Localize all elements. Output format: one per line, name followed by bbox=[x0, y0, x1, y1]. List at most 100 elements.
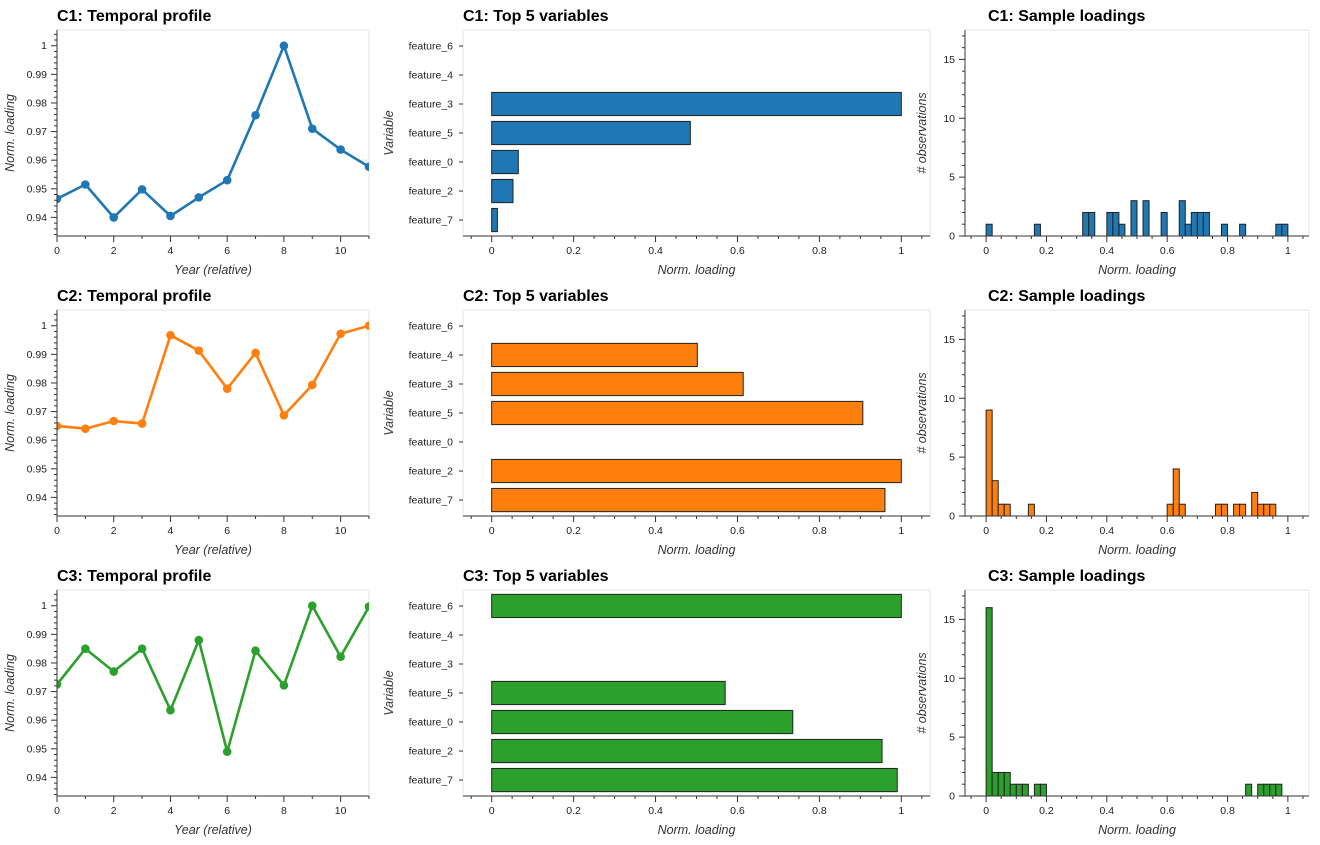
c3-temporal-ylabel: Norm. loading bbox=[3, 654, 17, 732]
c3-top-xtick-label: 0 bbox=[489, 805, 495, 817]
c1-temporal-xlabel: Year (relative) bbox=[174, 263, 252, 277]
c1-temporal-xtick-label: 8 bbox=[281, 245, 287, 257]
c3-top-category-label: feature_2 bbox=[409, 746, 454, 758]
c1-hist-bin-1 bbox=[1033, 223, 1041, 237]
c3-top-xlabel: Norm. loading bbox=[658, 823, 736, 837]
c2-hist-xtick-label: 0.8 bbox=[1220, 525, 1235, 537]
c3-hist-bin-7 bbox=[1033, 783, 1041, 797]
c1-top-xtick-label: 0 bbox=[489, 245, 495, 257]
c1-top-title: C1: Top 5 variables bbox=[463, 8, 609, 25]
c2-hist-bin-8 bbox=[1214, 503, 1222, 517]
c3-hist-bin-9 bbox=[1245, 783, 1253, 797]
c3-hist-bin-12 bbox=[1269, 783, 1277, 797]
c3-top-category-label: feature_6 bbox=[409, 600, 454, 612]
c3-top-bar-feature_0 bbox=[491, 709, 794, 735]
c3-hist-xtick-label: 0.2 bbox=[1039, 805, 1054, 817]
c1-temporal-point-1 bbox=[81, 180, 90, 189]
c1-hist-bin-13 bbox=[1196, 211, 1204, 237]
c3-temporal-point-5 bbox=[194, 635, 204, 645]
c1-temporal-ytick-label: 0.98 bbox=[27, 97, 48, 109]
c2-temporal-point-6 bbox=[222, 384, 232, 393]
c2-temporal-point-3 bbox=[137, 419, 147, 428]
c1-hist-ylabel: # observations bbox=[915, 92, 929, 173]
c3-hist-bin-11 bbox=[1263, 783, 1271, 797]
c1-temporal-point-8 bbox=[279, 41, 289, 51]
c1-temporal-series-line bbox=[57, 44, 369, 219]
c2-temporal-frame bbox=[56, 309, 370, 517]
c3-top-xtick-label: 0.4 bbox=[648, 805, 663, 817]
c3-hist-xtick-label: 1 bbox=[1285, 805, 1291, 817]
c2-hist-bin-1 bbox=[991, 480, 999, 517]
c2-top-title: C2: Top 5 variables bbox=[463, 288, 609, 305]
c2-hist-xlabel: Norm. loading bbox=[1098, 543, 1176, 557]
c1-hist-ytick-label: 15 bbox=[943, 54, 955, 66]
c2-top-category-label: feature_2 bbox=[409, 466, 454, 478]
c3-hist-bin-0 bbox=[985, 607, 993, 797]
c1-top-bar-feature_0 bbox=[491, 149, 519, 175]
c3-temporal-ytick-label: 0.95 bbox=[27, 743, 48, 755]
c1-temporal-point-9 bbox=[307, 124, 317, 134]
c3-top-xtick-label: 0.2 bbox=[566, 805, 581, 817]
c2-hist-ytick-label: 5 bbox=[949, 452, 955, 464]
c1-hist-bin-11 bbox=[1184, 223, 1192, 237]
c2-top-category-label: feature_7 bbox=[409, 495, 454, 507]
c2-temporal-point-5 bbox=[194, 346, 204, 355]
c1-hist-bin-15 bbox=[1220, 223, 1229, 237]
c2-hist-xtick-label: 1 bbox=[1285, 525, 1291, 537]
c2-temporal-ytick-label: 0.94 bbox=[27, 492, 48, 504]
c3-hist-ytick-label: 15 bbox=[943, 614, 955, 626]
c2-hist-bin-2 bbox=[997, 503, 1005, 517]
c2-top-xtick-label: 0.2 bbox=[566, 525, 581, 537]
c2-hist-bin-7 bbox=[1178, 503, 1186, 517]
c2-hist-title: C2: Sample loadings bbox=[988, 288, 1145, 305]
c3-hist-bin-5 bbox=[1015, 783, 1023, 797]
c3-top-category-label: feature_4 bbox=[409, 629, 454, 641]
c2-top-bar-feature_7 bbox=[491, 487, 886, 513]
c2-temporal-ytick-label: 0.96 bbox=[27, 435, 48, 447]
c1-hist-bin-4 bbox=[1106, 211, 1114, 237]
c2-temporal-point-2 bbox=[109, 416, 119, 426]
c1-temporal-panel: C1: Temporal profile 0 2 4 6 8 10 0.94 0.95 0.96 0… bbox=[3, 8, 370, 277]
c2-top-xtick-label: 0.4 bbox=[648, 525, 663, 537]
c3-top-bar-feature_6 bbox=[491, 593, 902, 619]
c1-top-bar-feature_3 bbox=[491, 91, 902, 117]
c1-hist-bin-17 bbox=[1275, 223, 1283, 237]
c3-temporal-ytick-label: 0.99 bbox=[27, 629, 48, 641]
c2-top-xlabel: Norm. loading bbox=[658, 543, 736, 557]
c1-temporal-ylabel: Norm. loading bbox=[3, 94, 17, 172]
c3-temporal-xtick-label: 8 bbox=[281, 805, 287, 817]
c3-hist-bin-6 bbox=[1021, 783, 1029, 797]
c3-temporal-point-6 bbox=[222, 747, 232, 756]
c2-hist-bin-12 bbox=[1251, 491, 1259, 517]
c3-top-xtick-label: 0.8 bbox=[812, 805, 827, 817]
c1-hist-bin-0 bbox=[985, 223, 993, 237]
c3-temporal-point-10 bbox=[336, 652, 345, 661]
c1-top-xtick-label: 1 bbox=[898, 245, 904, 257]
c3-top-category-label: feature_7 bbox=[409, 775, 454, 787]
c3-temporal-ytick-label: 0.97 bbox=[27, 686, 48, 698]
c1-top-xtick-label: 0.6 bbox=[730, 245, 745, 257]
c2-temporal-xtick-label: 6 bbox=[224, 525, 230, 537]
c1-temporal-xtick-label: 2 bbox=[111, 245, 117, 257]
c1-hist-xtick-label: 0.6 bbox=[1160, 245, 1175, 257]
c1-top-xtick-label: 0.4 bbox=[648, 245, 663, 257]
c1-hist-xtick-label: 0.8 bbox=[1220, 245, 1235, 257]
c2-temporal-xtick-label: 2 bbox=[111, 525, 117, 537]
c1-temporal-point-11 bbox=[364, 162, 369, 172]
c2-temporal-ytick-label: 0.98 bbox=[27, 377, 48, 389]
c2-temporal-ylabel: Norm. loading bbox=[3, 374, 17, 452]
c3-temporal-ytick-label: 0.94 bbox=[27, 772, 48, 784]
c1-top-category-label: feature_2 bbox=[409, 186, 454, 198]
c1-top-bar-feature_5 bbox=[491, 120, 691, 146]
c3-hist-ylabel: # observations bbox=[915, 652, 929, 733]
c1-hist-xtick-label: 0 bbox=[983, 245, 989, 257]
c1-temporal-point-7 bbox=[251, 110, 260, 120]
c1-hist-bin-10 bbox=[1178, 200, 1186, 237]
c2-hist-ytick-label: 15 bbox=[943, 334, 955, 346]
c1-top-category-label: feature_0 bbox=[409, 157, 454, 169]
c1-temporal-ytick-label: 0.95 bbox=[27, 183, 48, 195]
c3-temporal-xtick-label: 2 bbox=[111, 805, 117, 817]
c1-temporal-ytick-label: 0.94 bbox=[27, 212, 48, 224]
c3-temporal-point-9 bbox=[307, 601, 317, 611]
